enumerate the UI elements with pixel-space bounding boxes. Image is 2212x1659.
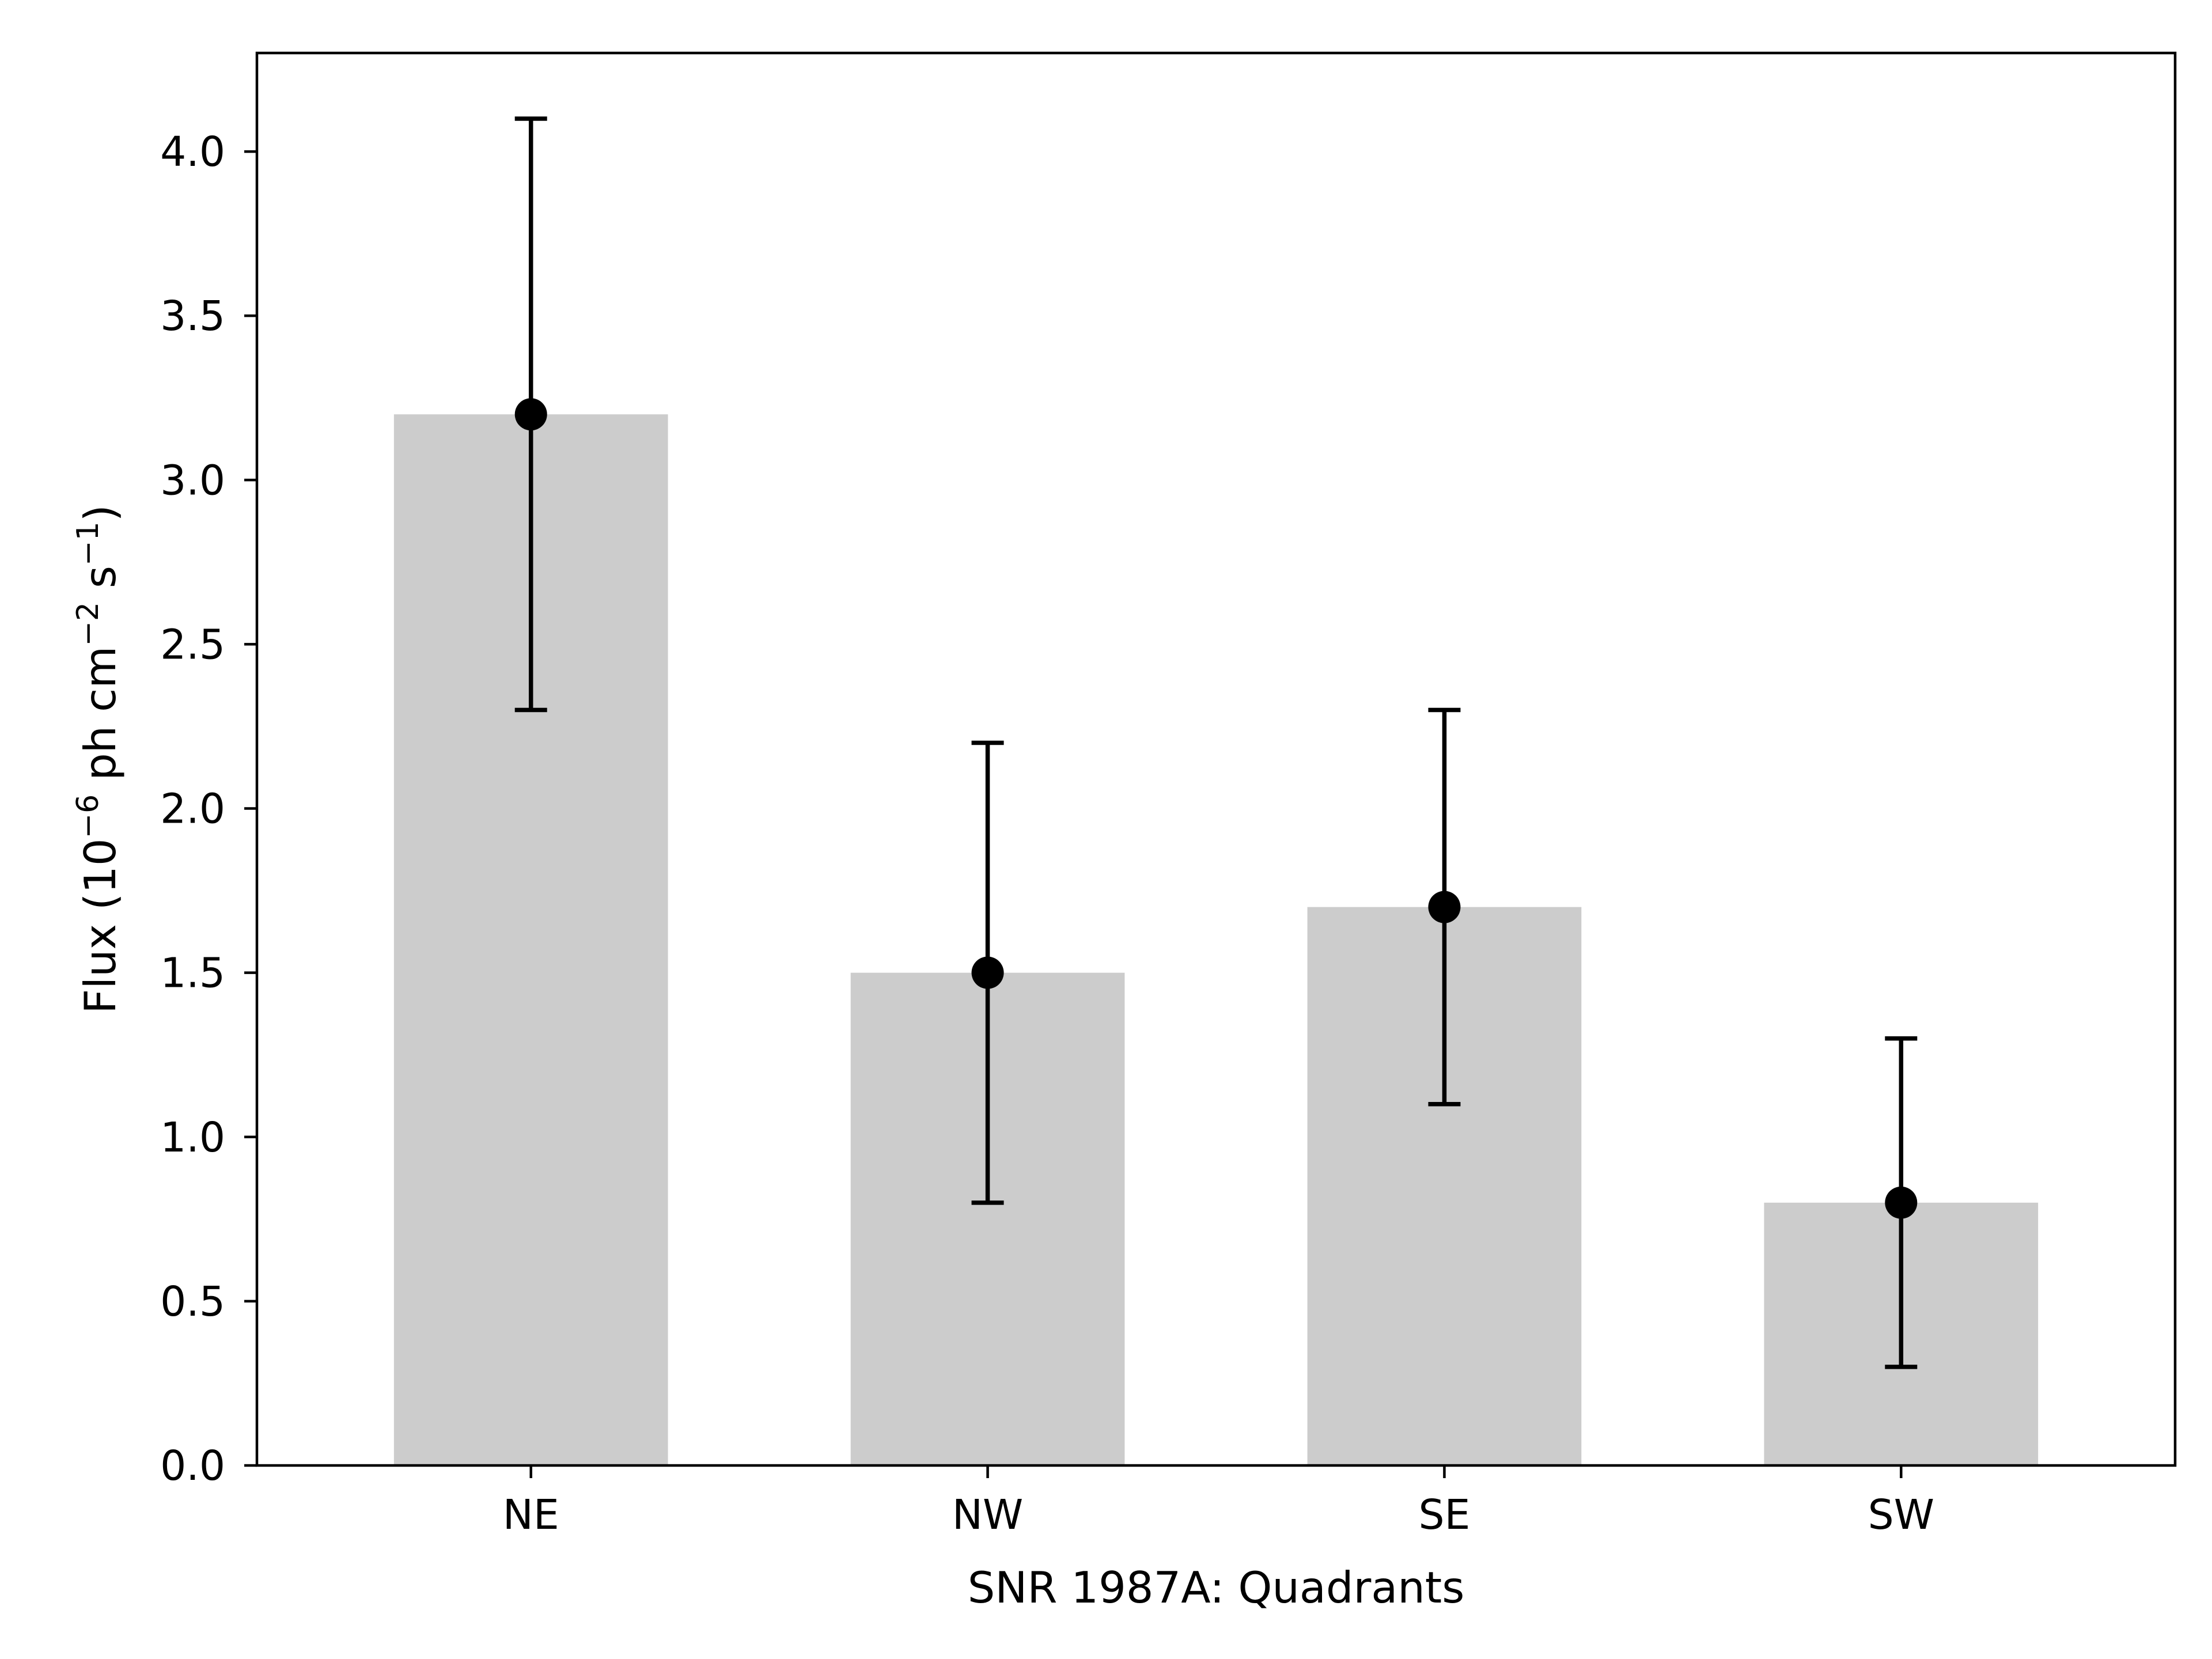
y-tick-label-6: 3.0: [160, 456, 225, 504]
x-tick-label-sw: SW: [1868, 1491, 1934, 1539]
data-point-se: [1428, 891, 1461, 923]
y-tick-label-3: 1.5: [160, 949, 225, 997]
x-tick-label-nw: NW: [952, 1491, 1023, 1539]
y-tick-label-2: 1.0: [160, 1113, 225, 1161]
data-point-nw: [971, 956, 1004, 989]
y-axis-label: Flux (10−6 ph cm−2 s−1): [71, 505, 126, 1014]
x-axis: NE NW SE SW: [503, 1465, 1934, 1539]
x-axis-label: SNR 1987A: Quadrants: [968, 1562, 1465, 1613]
y-tick-label-1: 0.5: [160, 1278, 225, 1325]
plot-frame: [255, 51, 2177, 1467]
data-point-sw: [1885, 1186, 1918, 1219]
y-tick-label-7: 3.5: [160, 292, 225, 340]
x-tick-label-se: SE: [1418, 1491, 1470, 1539]
y-tick-label-5: 2.5: [160, 620, 225, 668]
y-tick-label-8: 4.0: [160, 128, 225, 176]
y-axis: 0.0 0.5 1.0 1.5 2.0 2.5 3.0 3.5 4.0: [160, 128, 257, 1490]
errorbar-series: [514, 116, 1918, 1369]
data-point-ne: [514, 398, 547, 431]
bar-series: [393, 414, 2039, 1465]
y-tick-label-0: 0.0: [160, 1442, 225, 1490]
marker-series: [514, 398, 1918, 1219]
y-tick-label-4: 2.0: [160, 785, 225, 833]
x-tick-label-ne: NE: [503, 1491, 559, 1539]
